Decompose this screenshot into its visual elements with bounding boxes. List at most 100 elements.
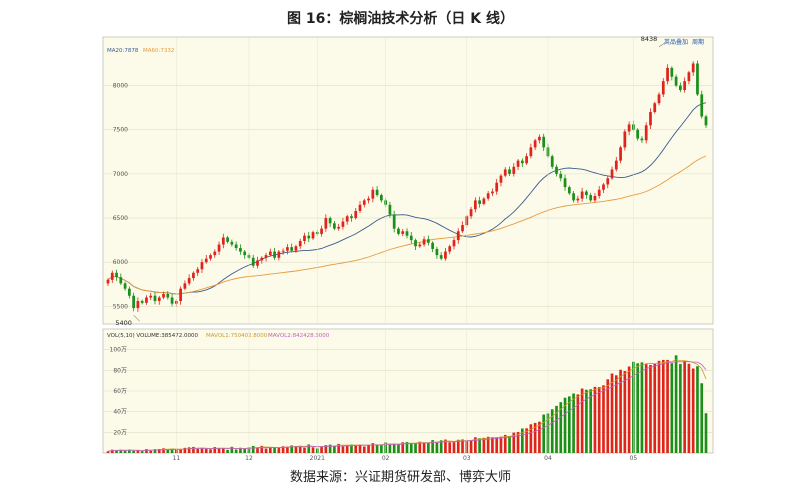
candle xyxy=(307,231,311,243)
volume-bar xyxy=(696,366,699,453)
volume-bar xyxy=(354,445,358,453)
candle xyxy=(700,90,704,119)
volume-bar xyxy=(495,437,499,453)
volume-bar xyxy=(136,450,140,453)
candle xyxy=(119,273,123,285)
candle xyxy=(286,244,289,255)
candle xyxy=(371,186,375,203)
volume-bar xyxy=(260,445,264,453)
volume-bar xyxy=(222,448,225,453)
volume-bar xyxy=(243,448,247,453)
candle xyxy=(204,254,208,264)
candle xyxy=(106,278,110,287)
volume-bar xyxy=(251,445,255,453)
candle xyxy=(670,66,674,81)
legend-ma20: MA20:7878 xyxy=(107,48,139,54)
volume-bar xyxy=(486,436,490,453)
candle xyxy=(303,232,306,245)
candle xyxy=(674,74,678,88)
candle xyxy=(251,254,255,268)
candle xyxy=(192,271,195,281)
candle xyxy=(264,252,268,262)
volume-bar xyxy=(358,444,362,453)
candle xyxy=(610,166,614,180)
candle xyxy=(503,167,507,178)
candle xyxy=(397,227,400,236)
price-panel: 5500 6000 6500 7000 7500 8000 MA20:7878 MA60:… xyxy=(102,35,714,327)
volume-bar xyxy=(512,432,516,453)
candle xyxy=(696,60,699,96)
candle xyxy=(520,158,524,167)
candle xyxy=(619,145,622,164)
volume-bar xyxy=(653,363,657,453)
candle xyxy=(533,138,537,151)
candle xyxy=(623,129,627,151)
period-link[interactable]: 周期 xyxy=(692,38,704,46)
candle xyxy=(461,221,464,233)
volume-bar xyxy=(183,447,187,453)
candle xyxy=(320,225,323,237)
candle xyxy=(439,252,443,261)
candle xyxy=(542,133,546,152)
candle xyxy=(328,216,332,228)
candle xyxy=(277,249,281,261)
volume-bar xyxy=(294,446,298,453)
volume-bar xyxy=(435,442,439,453)
volume-y-tick-label: 100万 xyxy=(110,347,127,354)
candle xyxy=(345,214,349,225)
overlay-products-link[interactable]: 英品叠加 xyxy=(664,38,688,46)
candle xyxy=(234,241,238,251)
candle xyxy=(162,291,165,300)
volume-bar xyxy=(303,447,306,453)
volume-bar xyxy=(503,434,507,453)
volume-bar xyxy=(209,449,212,453)
volume-bar xyxy=(192,446,195,453)
candle xyxy=(435,246,439,259)
volume-bar xyxy=(401,442,405,453)
volume-bar xyxy=(106,451,110,453)
candle xyxy=(640,136,644,143)
candle xyxy=(166,290,170,300)
volume-bar xyxy=(264,448,268,453)
candle xyxy=(392,210,396,233)
candle xyxy=(209,253,212,261)
candle xyxy=(281,248,285,255)
candle xyxy=(538,134,541,144)
candle xyxy=(567,185,571,195)
volume-bar xyxy=(145,449,148,453)
x-axis: 11 12 2021 02 03 04 05 xyxy=(173,37,637,462)
volume-bar xyxy=(290,445,293,453)
candle xyxy=(405,228,409,239)
candle xyxy=(597,186,601,199)
volume-bar xyxy=(170,448,174,453)
volume-legend-vol: VOL(5,10) VOLUME:385472.0000 xyxy=(107,333,198,339)
candle xyxy=(473,197,477,213)
volume-bar xyxy=(691,368,695,453)
ma60-path xyxy=(107,155,707,295)
ma20-line xyxy=(107,102,707,295)
candle xyxy=(132,292,135,312)
price-annotation-label: 5400 xyxy=(115,319,132,327)
volume-bar xyxy=(166,449,170,453)
candle xyxy=(555,164,558,177)
candle xyxy=(200,259,204,273)
price-y-tick-label: 7500 xyxy=(113,127,128,134)
candle xyxy=(602,182,605,193)
volume-y-tick-label: 20万 xyxy=(113,429,127,436)
candle xyxy=(452,237,456,250)
candle xyxy=(691,61,695,77)
volume-bar xyxy=(128,449,131,453)
volume-y-tick-label: 40万 xyxy=(113,409,127,416)
volume-bar xyxy=(674,355,678,453)
price-y-axis: 5500 6000 6500 7000 7500 8000 xyxy=(113,83,128,311)
volume-bar xyxy=(345,445,349,453)
candle xyxy=(499,174,503,187)
candle xyxy=(337,223,341,231)
price-y-tick-label: 6500 xyxy=(113,215,128,222)
volume-bar xyxy=(670,363,674,453)
volume-bar xyxy=(392,443,396,453)
volume-bar xyxy=(388,444,392,453)
volume-bar xyxy=(273,447,276,453)
candle xyxy=(422,236,426,247)
candle xyxy=(239,244,242,255)
